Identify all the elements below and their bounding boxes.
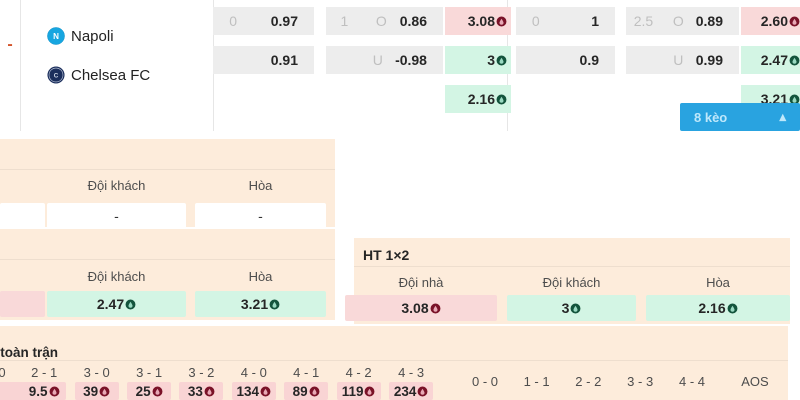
svg-text:C: C bbox=[54, 73, 59, 80]
svg-text:N: N bbox=[53, 32, 59, 41]
